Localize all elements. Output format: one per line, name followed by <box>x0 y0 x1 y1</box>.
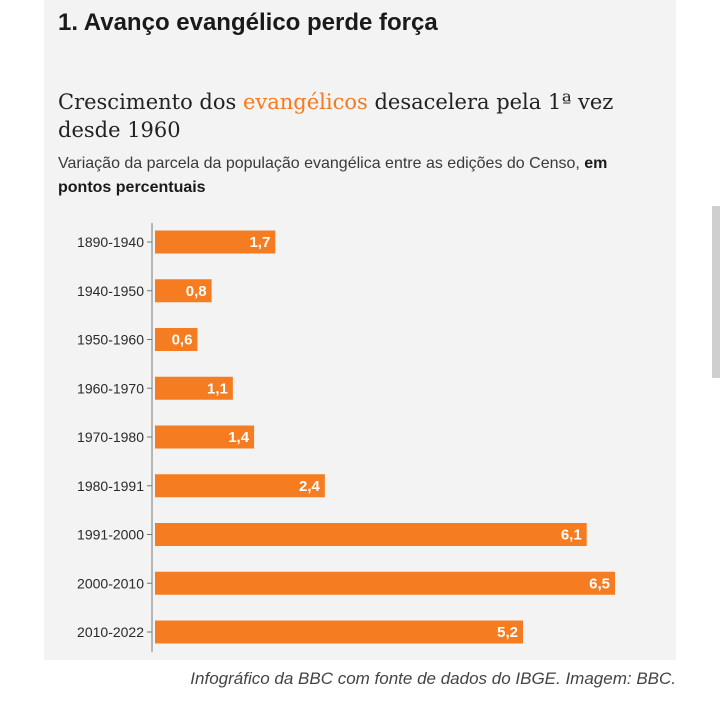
bar-value-label: 0,8 <box>186 283 207 300</box>
chart-subtitle-unit: em pontos percentuais <box>58 155 608 196</box>
bar-value-label: 1,4 <box>228 429 250 446</box>
y-tick-label: 1970-1980 <box>77 429 144 445</box>
bar <box>155 230 276 254</box>
bar-value-label: 6,1 <box>561 527 582 544</box>
bar <box>155 328 198 351</box>
bar-value-label: 1,1 <box>207 380 228 397</box>
y-tick-label: 2010-2022 <box>77 624 144 640</box>
scrollbar-thumb[interactable] <box>712 206 720 378</box>
chart-subtitle-text: Variação da parcela da população evangél… <box>58 155 585 172</box>
y-tick-label: 1890-1940 <box>77 234 144 250</box>
y-tick-label: 1980-1991 <box>77 478 144 494</box>
chart-title-highlight: evangélicos <box>242 90 368 114</box>
bar <box>155 571 615 595</box>
y-tick-label: 1960-1970 <box>77 380 144 396</box>
bar-chart: 1890-1940 1,7 1940-1950 0,8 1950-1960 0,6 1960… <box>77 223 615 652</box>
chart-title-end: desacelera pela 1ª vez desde 1960 <box>58 90 614 142</box>
bar-value-label: 6,5 <box>589 575 610 592</box>
image-caption: Infográfico da BBC com fonte de dados do… <box>190 669 676 688</box>
bar-value-label: 1,7 <box>249 234 270 251</box>
bar <box>155 279 212 303</box>
bar <box>155 474 325 498</box>
bar <box>155 425 255 449</box>
bar <box>155 376 233 400</box>
chart-title: Crescimento dos evangélicos desacelera p… <box>58 88 618 144</box>
bar-value-label: 5,2 <box>497 624 518 641</box>
bar-value-label: 0,6 <box>172 332 193 349</box>
chart-title-start: Crescimento dos <box>58 90 243 114</box>
section-heading: 1. Avanço evangélico perde força <box>58 9 438 36</box>
bar <box>155 620 523 644</box>
chart-subtitle: Variação da parcela da população evangél… <box>58 152 638 200</box>
bar-value-label: 2,4 <box>299 478 321 495</box>
y-tick-label: 1950-1960 <box>77 332 144 348</box>
y-tick-label: 1991-2000 <box>77 527 144 543</box>
y-tick-label: 2000-2010 <box>77 575 144 591</box>
bar <box>155 523 587 546</box>
y-tick-label: 1940-1950 <box>77 283 144 299</box>
infographic-card <box>44 0 676 660</box>
